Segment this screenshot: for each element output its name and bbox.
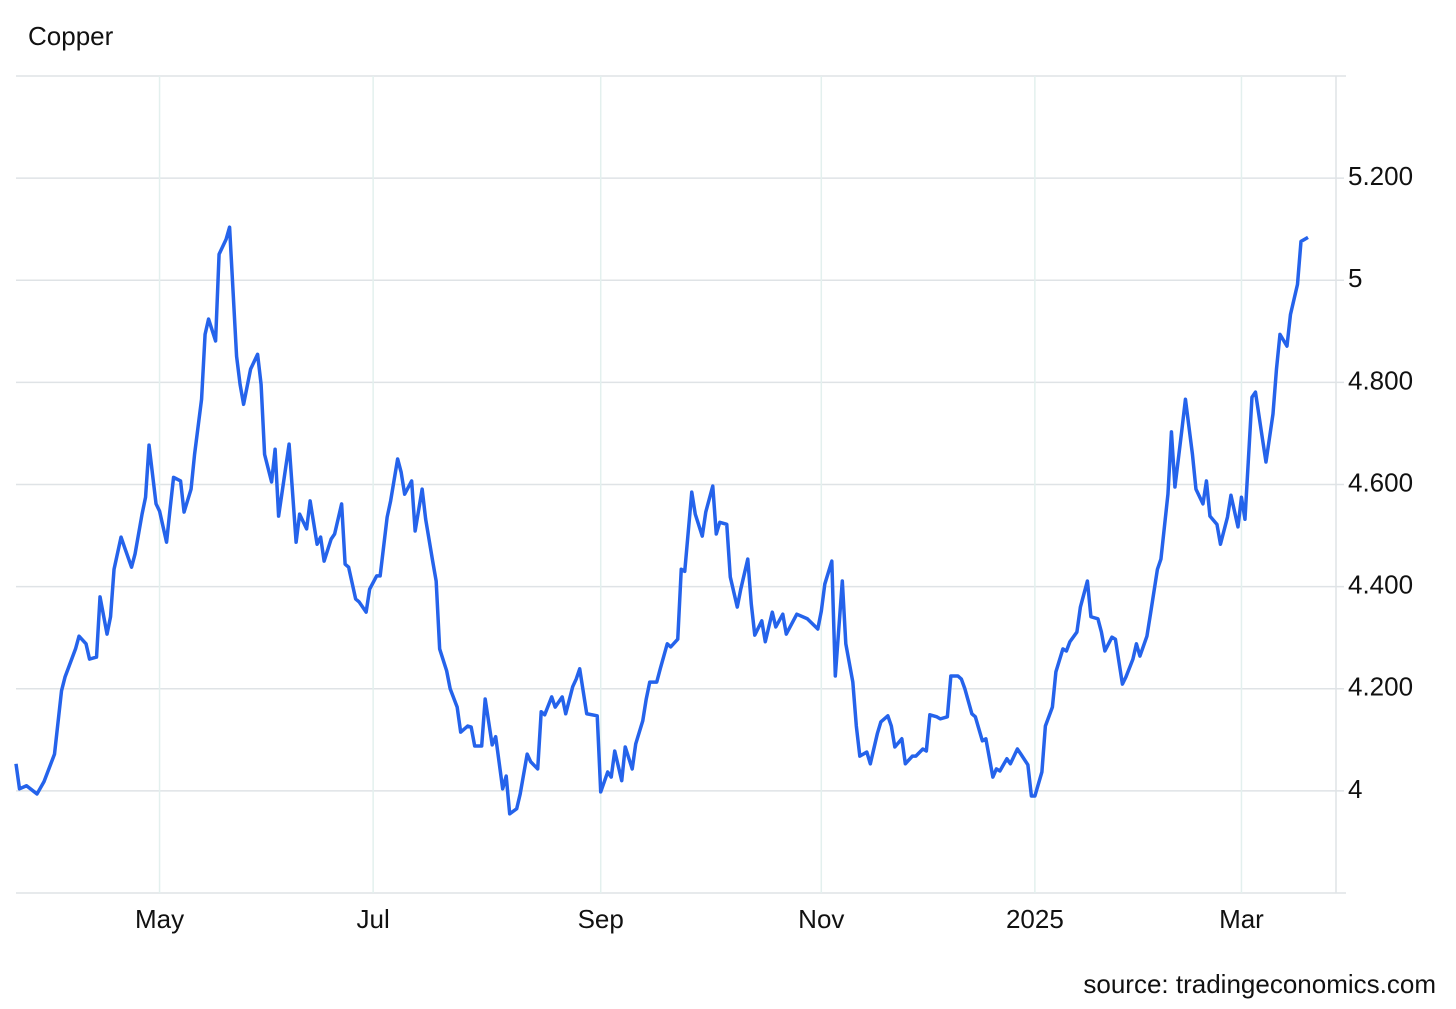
x-tick-label: Jul	[357, 904, 390, 934]
chart-title: Copper	[28, 21, 114, 51]
y-tick-label: 4.800	[1348, 365, 1413, 395]
x-tick-label: 2025	[1006, 904, 1064, 934]
source-note: source: tradingeconomics.com	[1083, 969, 1436, 999]
x-tick-label: Mar	[1219, 904, 1264, 934]
price-line	[14, 225, 1309, 816]
y-tick-label: 4.200	[1348, 672, 1413, 702]
y-tick-label: 5	[1348, 263, 1362, 293]
y-tick-label: 4.400	[1348, 570, 1413, 600]
y-tick-label: 5.200	[1348, 161, 1413, 191]
x-tick-label: May	[135, 904, 184, 934]
y-tick-label: 4	[1348, 774, 1362, 804]
y-tick-label: 4.600	[1348, 467, 1413, 497]
x-tick-label: Nov	[798, 904, 844, 934]
x-tick-label: Sep	[578, 904, 624, 934]
